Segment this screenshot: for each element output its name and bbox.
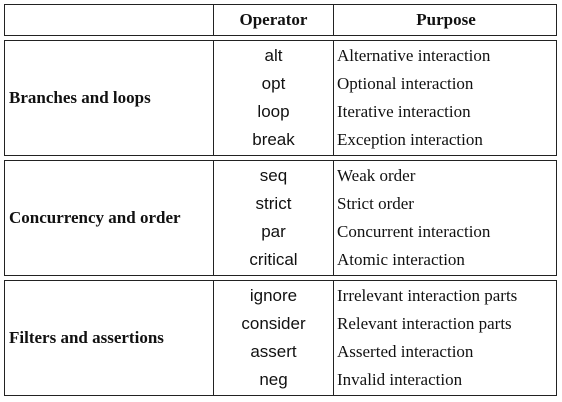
operator-column-header: Operator — [239, 10, 308, 29]
column-divider — [333, 41, 334, 155]
operator-cell: critical — [249, 250, 298, 269]
column-divider — [213, 161, 214, 275]
operator-cell: par — [261, 222, 286, 241]
operator-cell: assert — [250, 342, 297, 361]
group-label: Concurrency and order — [9, 208, 181, 227]
purpose-cell: Concurrent interaction — [337, 222, 491, 241]
group-filters-and-assertions: Filters and assertions ignore Irrelevant… — [4, 280, 557, 396]
purpose-cell: Asserted interaction — [337, 342, 474, 361]
group-branches-and-loops: Branches and loops alt Alternative inter… — [4, 40, 557, 156]
purpose-column-header: Purpose — [416, 10, 476, 29]
column-divider — [333, 281, 334, 395]
column-divider — [213, 5, 214, 35]
purpose-cell: Weak order — [337, 166, 416, 185]
purpose-cell: Alternative interaction — [337, 46, 491, 65]
operator-cell: break — [252, 130, 295, 149]
operator-cell: loop — [257, 102, 290, 121]
column-divider — [213, 41, 214, 155]
operator-cell: alt — [264, 46, 283, 65]
column-divider — [333, 5, 334, 35]
purpose-cell: Atomic interaction — [337, 250, 465, 269]
operator-cell: strict — [255, 194, 292, 213]
purpose-cell: Invalid interaction — [337, 370, 463, 389]
operator-cell: seq — [259, 166, 288, 185]
operator-cell: neg — [259, 370, 288, 389]
group-label: Filters and assertions — [9, 328, 164, 347]
group-concurrency-and-order: Concurrency and order seq Weak order str… — [4, 160, 557, 276]
purpose-cell: Strict order — [337, 194, 414, 213]
purpose-cell: Exception interaction — [337, 130, 483, 149]
operator-cell: consider — [241, 314, 306, 333]
purpose-cell: Relevant interaction parts — [337, 314, 512, 333]
table-header: Operator Purpose — [4, 4, 557, 36]
column-divider — [333, 161, 334, 275]
column-divider — [213, 281, 214, 395]
operator-cell: opt — [261, 74, 286, 93]
purpose-cell: Irrelevant interaction parts — [337, 286, 518, 305]
purpose-cell: Iterative interaction — [337, 102, 471, 121]
purpose-cell: Optional interaction — [337, 74, 474, 93]
group-label: Branches and loops — [9, 88, 151, 107]
operator-cell: ignore — [249, 286, 298, 305]
